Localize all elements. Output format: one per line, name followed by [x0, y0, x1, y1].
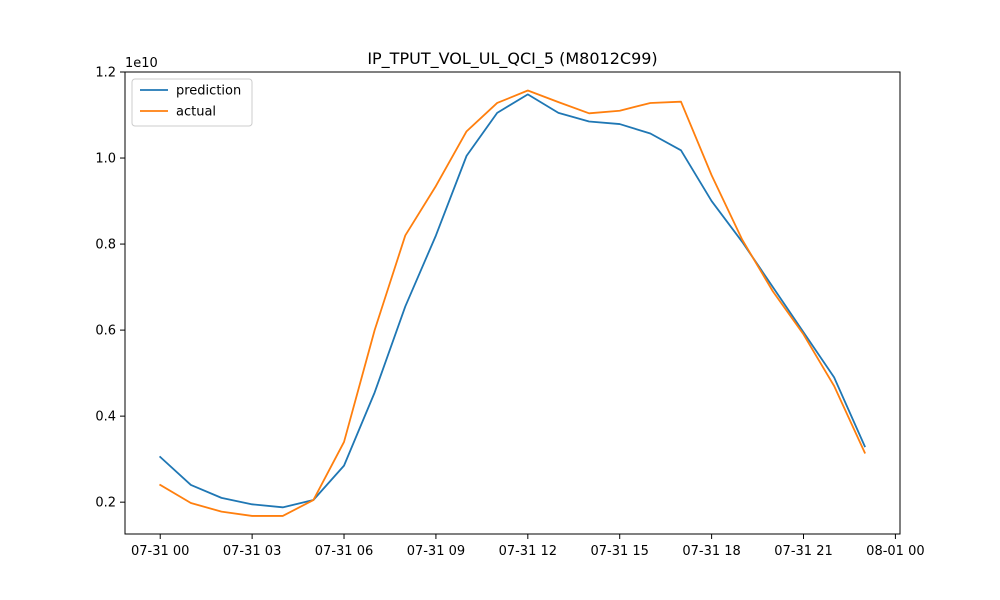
y-tick-label: 1.2	[95, 66, 116, 81]
x-tick-label: 07-31 06	[315, 544, 373, 559]
y-tick-label: 1.0	[95, 152, 116, 167]
y-axis-multiplier-label: 1e10	[125, 56, 158, 71]
x-tick-label: 07-31 15	[590, 544, 648, 559]
chart-title: IP_TPUT_VOL_UL_QCI_5 (M8012C99)	[367, 49, 657, 69]
legend-label-actual: actual	[176, 105, 216, 120]
legend: prediction actual	[132, 79, 252, 126]
x-tick-label: 07-31 21	[774, 544, 832, 559]
x-tick-label: 08-01 00	[866, 544, 924, 559]
y-tick-label: 0.8	[95, 238, 116, 253]
x-tick-label: 07-31 12	[499, 544, 557, 559]
x-tick-label: 07-31 00	[131, 544, 189, 559]
legend-label-prediction: prediction	[176, 84, 241, 99]
y-tick-label: 0.4	[95, 410, 116, 425]
y-tick-label: 0.2	[95, 496, 116, 511]
x-tick-label: 07-31 18	[682, 544, 740, 559]
y-tick-label: 0.6	[95, 324, 116, 339]
x-tick-label: 07-31 09	[407, 544, 465, 559]
x-tick-label: 07-31 03	[223, 544, 281, 559]
